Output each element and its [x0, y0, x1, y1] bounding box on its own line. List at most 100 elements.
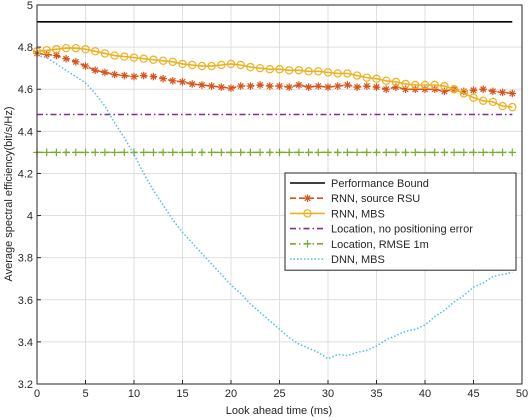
series-point-rnn-mbs: [304, 67, 313, 76]
x-tick-label: 0: [34, 388, 40, 400]
series-point-rnn-source-rsu: [198, 81, 206, 89]
series-point-rnn-source-rsu: [81, 62, 90, 70]
series-point-rnn-mbs: [265, 65, 274, 74]
series-point-location-rmse-1m: [62, 148, 70, 157]
series-point-location-rmse-1m: [363, 148, 371, 157]
series-point-rnn-mbs: [323, 68, 333, 77]
series-point-rnn-mbs: [168, 57, 177, 67]
series-point-rnn-mbs: [158, 56, 168, 65]
series-point-rnn-mbs: [52, 45, 61, 54]
series-point-location-rmse-1m: [52, 148, 61, 157]
series-point-rnn-source-rsu: [72, 58, 80, 66]
x-tick-label: 10: [128, 388, 140, 400]
series-point-rnn-mbs: [314, 67, 323, 76]
y-axis-label: Average spectral efficiency(bit/s/Hz): [3, 106, 15, 281]
series-point-location-rmse-1m: [460, 148, 468, 157]
series-point-location-rmse-1m: [130, 148, 138, 157]
series-point-rnn-source-rsu: [217, 83, 226, 91]
series-point-rnn-mbs: [246, 62, 255, 72]
series-point-rnn-mbs: [42, 46, 51, 55]
series-point-rnn-mbs: [391, 77, 401, 87]
series-point-rnn-source-rsu: [246, 82, 255, 90]
series-point-location-rmse-1m: [401, 148, 410, 157]
legend: Performance Bound RNN, source RSU RNN, MBS…: [284, 172, 517, 271]
series-point-rnn-mbs: [217, 60, 226, 70]
series-point-rnn-source-rsu: [139, 71, 148, 80]
series-point-rnn-source-rsu: [159, 74, 167, 83]
series-point-rnn-source-rsu: [256, 81, 264, 89]
series-point-location-rmse-1m: [236, 148, 245, 157]
series-point-rnn-source-rsu: [62, 54, 70, 63]
series-point-rnn-source-rsu: [120, 71, 129, 80]
series-point-location-rmse-1m: [382, 148, 390, 157]
series-point-rnn-mbs: [149, 55, 158, 64]
x-tick-label: 20: [225, 388, 237, 400]
series-point-location-rmse-1m: [169, 148, 177, 157]
series-point-rnn-mbs: [61, 43, 71, 53]
series-point-location-rmse-1m: [285, 148, 293, 157]
y-tick-label: 4.4: [18, 126, 33, 138]
series-point-rnn-source-rsu: [333, 82, 342, 90]
x-tick-label: 25: [273, 388, 285, 400]
series-point-location-rmse-1m: [188, 148, 196, 157]
axis-ticks: 0 5 10 15 20 25 30 35 40 45 50 3.2 3.4 3.6 3.8 4 4.2 4.4 4…: [18, 0, 528, 400]
series-point-rnn-source-rsu: [411, 85, 420, 94]
legend-label-location-rmse-1m: Location, RMSE 1m: [331, 239, 429, 251]
series-point-location-rmse-1m: [246, 148, 255, 157]
series-point-location-rmse-1m: [217, 148, 226, 157]
series-point-rnn-source-rsu: [110, 70, 119, 79]
series-point-rnn-source-rsu: [42, 50, 51, 59]
series-point-location-rmse-1m: [227, 148, 235, 157]
series-point-location-rmse-1m: [72, 148, 80, 157]
series-point-rnn-mbs: [255, 63, 265, 73]
y-tick-label: 3.2: [18, 379, 33, 391]
series-point-rnn-mbs: [81, 45, 90, 54]
series-line-dnn-mbs: [36, 54, 513, 360]
series-point-rnn-source-rsu: [207, 82, 216, 90]
series-point-rnn-mbs: [508, 102, 517, 112]
series-point-rnn-mbs: [90, 47, 100, 56]
series-point-rnn-source-rsu: [304, 83, 313, 91]
series-point-location-rmse-1m: [508, 148, 517, 157]
legend-marker-rnn-source-rsu: [303, 194, 312, 202]
series-point-rnn-mbs: [120, 52, 129, 61]
series-point-location-rmse-1m: [275, 148, 284, 157]
x-tick-label: 5: [82, 388, 88, 400]
series-point-rnn-mbs: [382, 76, 391, 86]
y-tick-label: 3.4: [18, 337, 33, 349]
y-tick-label: 4.2: [18, 168, 33, 180]
series-point-location-rmse-1m: [450, 148, 458, 157]
x-tick-label: 50: [516, 388, 528, 400]
series-point-rnn-mbs: [430, 80, 439, 90]
series-point-location-rmse-1m: [149, 148, 158, 157]
series-point-rnn-mbs: [449, 85, 459, 94]
series-point-rnn-mbs: [275, 65, 284, 74]
series-point-rnn-source-rsu: [91, 66, 99, 75]
series-layer: [32, 21, 517, 360]
series-point-location-rmse-1m: [440, 148, 449, 157]
series-point-location-rmse-1m: [139, 148, 148, 157]
series-point-rnn-mbs: [333, 69, 342, 78]
series-point-rnn-mbs: [440, 81, 449, 91]
series-point-rnn-mbs: [110, 51, 119, 60]
series-point-rnn-source-rsu: [372, 83, 381, 91]
series-point-location-rmse-1m: [101, 148, 109, 157]
y-tick-label: 4: [27, 211, 33, 223]
series-point-location-rmse-1m: [392, 148, 400, 157]
series-point-location-rmse-1m: [421, 148, 429, 157]
series-point-location-rmse-1m: [498, 148, 507, 157]
series-point-location-rmse-1m: [256, 148, 264, 157]
series-point-location-rmse-1m: [207, 148, 216, 157]
x-tick-label: 45: [467, 388, 479, 400]
series-point-location-rmse-1m: [81, 148, 90, 157]
series-point-location-rmse-1m: [324, 148, 332, 157]
series-point-rnn-mbs: [352, 71, 362, 80]
series-point-rnn-source-rsu: [430, 85, 439, 94]
series-point-rnn-source-rsu: [101, 68, 109, 77]
series-line-rnn-mbs: [36, 47, 513, 108]
series-point-location-rmse-1m: [178, 148, 187, 157]
legend-label-performance-bound: Performance Bound: [331, 178, 429, 190]
series-point-rnn-source-rsu: [285, 83, 293, 91]
series-point-rnn-source-rsu: [130, 72, 138, 81]
legend-marker-location-rmse-1m: [303, 240, 312, 248]
